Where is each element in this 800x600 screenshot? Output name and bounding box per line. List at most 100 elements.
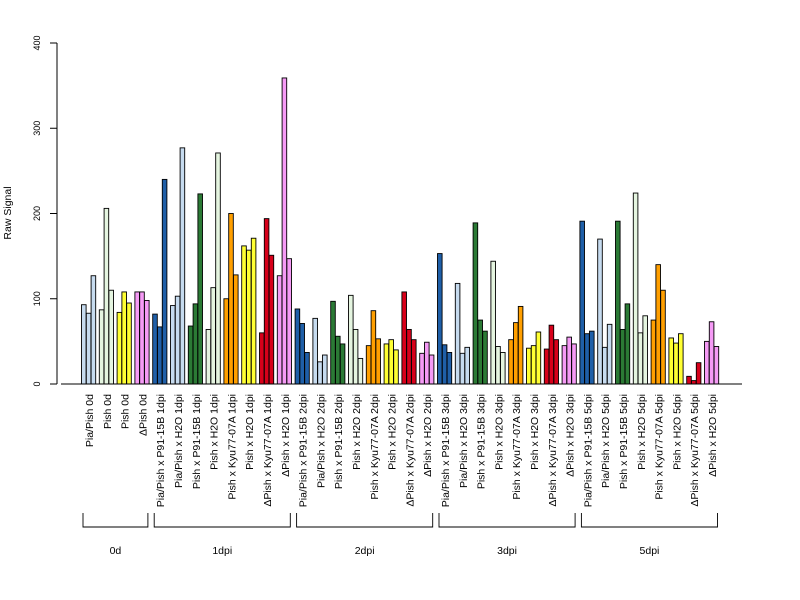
bar	[312, 317, 318, 385]
y-axis: 0 100 200 300 400	[32, 35, 58, 387]
bar	[90, 275, 97, 385]
bars	[81, 77, 720, 385]
bar	[437, 253, 443, 385]
bar	[322, 354, 328, 385]
bar	[428, 354, 435, 385]
bar	[152, 313, 158, 385]
group-label: 3dpi	[497, 545, 517, 557]
bar	[317, 361, 323, 385]
x-tick-label: ΔPish x Kyu77-07A 1dpi	[262, 394, 274, 507]
x-tick-label: Pia/Pish x P91-15B 1dpi	[155, 394, 167, 507]
bar	[513, 322, 519, 385]
bar	[339, 343, 346, 385]
x-tick-label: ΔPish x H2O 5dpi	[707, 394, 719, 477]
bar	[157, 326, 163, 385]
group-bracket	[580, 513, 718, 528]
bar	[187, 325, 194, 385]
x-tick-label: ΔPish x H2O 3dpi	[565, 394, 577, 477]
x-tick-label: Pish x P91-15B 5dpi	[618, 394, 630, 489]
bar	[357, 357, 364, 385]
bar	[365, 345, 372, 385]
bar	[446, 352, 453, 385]
x-tick-label: Pia/Pish x H2O 2dpi	[315, 394, 327, 488]
x-tick-label: Pish x H2O 2dpi	[387, 394, 399, 470]
x-tick-label: Pish 0d	[102, 394, 114, 429]
group-label: 1dpi	[212, 545, 232, 557]
bar	[602, 346, 608, 385]
bar	[695, 362, 702, 385]
bar	[304, 352, 310, 385]
bar	[535, 331, 542, 385]
group-bracket	[296, 513, 434, 528]
bar	[642, 315, 648, 385]
bar	[566, 336, 572, 385]
bar	[589, 330, 595, 385]
bar	[495, 346, 501, 385]
bar	[161, 178, 168, 385]
bar	[606, 323, 613, 385]
bar	[704, 340, 710, 385]
bar	[441, 344, 448, 385]
group-label: 2dpi	[355, 545, 375, 557]
bar	[348, 294, 354, 385]
x-tick-label: Pish x H2O 2dpi	[351, 394, 363, 470]
x-tick-label: Pish x H2O 3dpi	[493, 394, 505, 470]
y-tick-label: 100	[32, 291, 42, 306]
x-tick-label: ΔPish 0d	[137, 394, 149, 436]
bar	[246, 249, 252, 385]
group-label: 0d	[110, 545, 122, 557]
x-tick-label: ΔPish x H2O 2dpi	[422, 394, 434, 477]
bar	[263, 218, 270, 385]
bar	[215, 152, 221, 385]
bar	[406, 328, 412, 385]
bar	[597, 238, 603, 385]
group-bracket	[153, 513, 291, 528]
bar	[223, 298, 229, 385]
x-tick-label: Pia/Pish x H2O 5dpi	[600, 394, 612, 488]
x-tick-label: Pish x H2O 1dpi	[209, 394, 221, 470]
bar	[233, 274, 239, 385]
bar	[517, 305, 524, 385]
x-tick-label: Pia/Pish x P91-15B 2dpi	[298, 394, 310, 507]
bar	[134, 291, 140, 385]
bar	[424, 341, 430, 385]
bar	[490, 260, 496, 385]
bar	[464, 346, 470, 385]
bar	[561, 345, 568, 385]
x-tick-label: Pish x P91-15B 2dpi	[333, 394, 345, 489]
bar	[294, 308, 301, 385]
bar	[286, 258, 292, 385]
bar	[668, 337, 674, 385]
bar	[691, 380, 697, 385]
bar	[241, 245, 247, 385]
bar	[411, 339, 417, 385]
bar	[116, 311, 123, 385]
group-label: 5dpi	[640, 545, 660, 557]
x-tick-labels: Pia/Pish 0d Pish 0d Pish 0d ΔPish 0d Pia/Pis…	[84, 394, 719, 507]
x-tick-label: Pish x H2O 5dpi	[671, 394, 683, 470]
x-tick-label: Pish x H2O 3dpi	[529, 394, 541, 470]
bar	[673, 342, 679, 385]
group-bracket	[438, 513, 576, 528]
bar	[615, 220, 621, 385]
bar	[228, 213, 234, 385]
x-tick-label: ΔPish x Kyu77-07A 5dpi	[689, 394, 701, 507]
bar	[108, 289, 114, 385]
bar	[526, 347, 532, 385]
x-tick-label: Pish x Kyu77-07A 1dpi	[226, 394, 238, 500]
x-tick-label: ΔPish x H2O 1dpi	[280, 394, 292, 477]
bar	[678, 333, 684, 385]
bar	[660, 289, 666, 385]
bar	[335, 335, 341, 385]
bar	[619, 328, 626, 385]
bar	[584, 333, 590, 385]
bar	[330, 300, 336, 385]
bar	[121, 291, 127, 385]
bar	[553, 339, 559, 385]
x-tick-label: Pia/Pish x H2O 1dpi	[173, 394, 185, 488]
bar	[508, 339, 514, 385]
x-tick-label: Pish x H2O 5dpi	[636, 394, 648, 470]
bar	[268, 254, 275, 385]
bar	[250, 237, 257, 385]
